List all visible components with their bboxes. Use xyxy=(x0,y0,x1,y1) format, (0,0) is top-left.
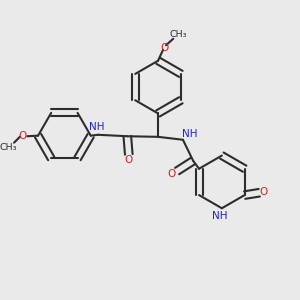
Text: NH: NH xyxy=(89,122,104,132)
Text: O: O xyxy=(260,187,268,196)
Text: O: O xyxy=(160,43,169,52)
Text: CH₃: CH₃ xyxy=(170,30,187,39)
Text: O: O xyxy=(124,155,133,165)
Text: CH₃: CH₃ xyxy=(0,143,17,152)
Text: O: O xyxy=(19,131,27,141)
Text: O: O xyxy=(168,169,176,179)
Text: NH: NH xyxy=(212,212,227,221)
Text: NH: NH xyxy=(182,129,198,139)
